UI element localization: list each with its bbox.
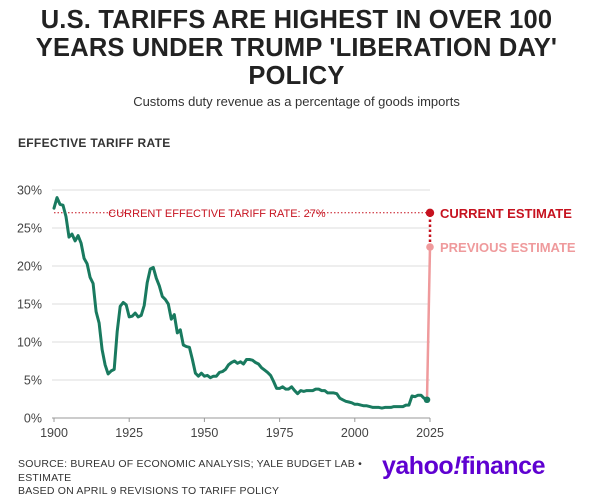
title-line-3: POLICY [248,62,345,90]
current-estimate-label: CURRENT ESTIMATE [440,206,572,221]
gridlines [52,189,430,419]
x-tick-label-2000: 2000 [341,426,369,440]
source-line-1: SOURCE: BUREAU OF ECONOMIC ANALYSIS; YAL… [18,458,362,484]
series-line-0 [52,196,429,410]
x-tick-label-1925: 1925 [115,426,143,440]
reference-label-bg [125,205,309,219]
source-note: SOURCE: BUREAU OF ECONOMIC ANALYSIS; YAL… [18,458,398,499]
reference-line-label: CURRENT EFFECTIVE TARIFF RATE: 27% [108,208,326,220]
chart-title: U.S. TARIFFS ARE HIGHEST IN OVER 100 YEA… [0,6,593,90]
y-tick-label-25: 25% [17,222,42,236]
x-tick-label-2025: 2025 [416,426,444,440]
y-tick-label-20: 20% [17,260,42,274]
series-end-point [423,396,431,404]
x-axis-ticks: 1900 1925 1950 1975 2000 2025 [40,418,444,440]
y-tick-label-0: 0% [24,412,42,426]
source-line-2: BASED ON APRIL 9 REVISIONS TO TARIFF POL… [18,485,280,497]
reference-line-group: CURRENT EFFECTIVE TARIFF RATE: 27% [54,205,430,220]
y-tick-label-5: 5% [24,374,42,388]
previous-estimate-point [426,243,434,251]
title-line-1: U.S. TARIFFS ARE HIGHEST IN OVER 100 [40,6,553,34]
x-tick-label-1975: 1975 [266,426,294,440]
y-axis-label: EFFECTIVE TARIFF RATE [18,136,171,150]
y-tick-label-30: 30% [17,184,42,198]
y-tick-label-10: 10% [17,336,42,350]
series-group [52,196,429,410]
previous-estimate-connector [425,246,432,400]
title-line-2: YEARS UNDER TRUMP 'LIBERATION DAY' [35,34,558,62]
annotations: CURRENT ESTIMATE PREVIOUS ESTIMATE [423,206,576,404]
current-estimate-point [425,208,435,217]
yahoo-finance-logo: yahoo!finance [382,452,545,480]
x-tick-label-1950: 1950 [190,426,218,440]
previous-estimate-label: PREVIOUS ESTIMATE [440,240,576,255]
y-axis-ticks: 0% 5% 10% 15% 20% 25% 30% [17,184,42,426]
x-tick-label-1900: 1900 [40,426,68,440]
y-tick-label-15: 15% [17,298,42,312]
chart-subtitle: Customs duty revenue as a percentage of … [133,94,460,109]
